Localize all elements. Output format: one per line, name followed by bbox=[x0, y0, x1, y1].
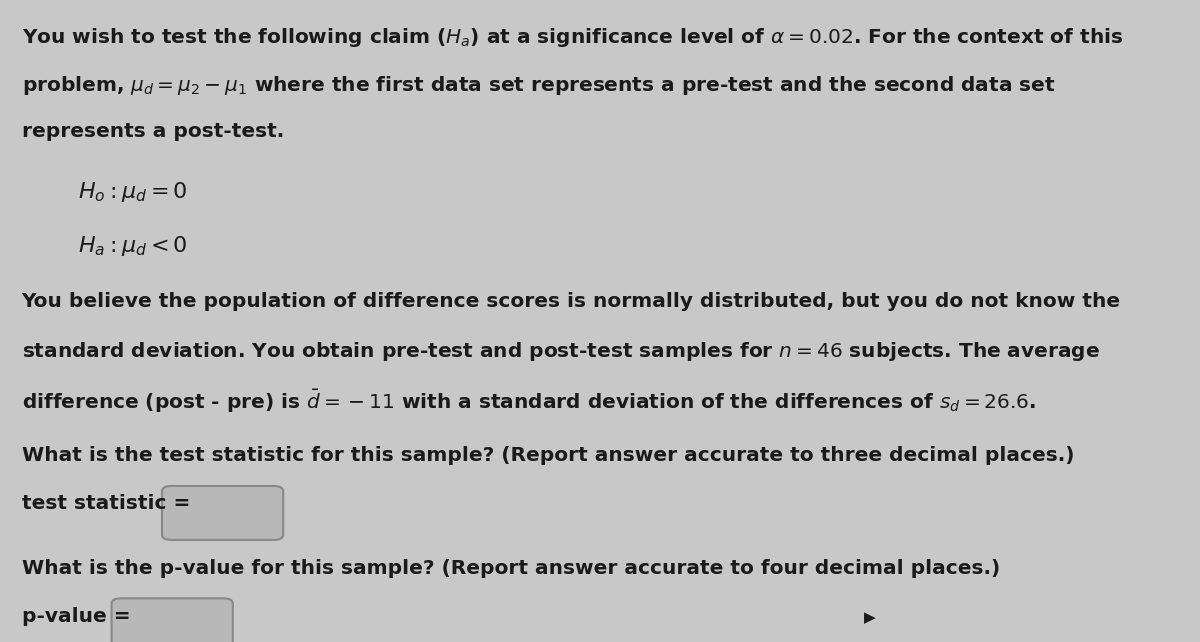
Text: represents a post-test.: represents a post-test. bbox=[22, 122, 284, 141]
Text: What is the test statistic for this sample? (Report answer accurate to three dec: What is the test statistic for this samp… bbox=[22, 446, 1074, 465]
Text: $H_a:\mu_d < 0$: $H_a:\mu_d < 0$ bbox=[78, 234, 187, 258]
Text: You believe the population of difference scores is normally distributed, but you: You believe the population of difference… bbox=[22, 292, 1121, 311]
FancyBboxPatch shape bbox=[162, 486, 283, 540]
Text: difference (post - pre) is $\bar{d} = -11$ with a standard deviation of the diff: difference (post - pre) is $\bar{d} = -1… bbox=[22, 388, 1036, 415]
Text: You wish to test the following claim ($H_a$) at a significance level of $\alpha : You wish to test the following claim ($H… bbox=[22, 26, 1123, 49]
Text: problem, $\mu_d = \mu_2 - \mu_1$ where the first data set represents a pre-test : problem, $\mu_d = \mu_2 - \mu_1$ where t… bbox=[22, 74, 1055, 97]
Text: test statistic =: test statistic = bbox=[22, 494, 190, 514]
Text: standard deviation. You obtain pre-test and post-test samples for $n = 46$ subje: standard deviation. You obtain pre-test … bbox=[22, 340, 1099, 363]
Text: What is the p-value for this sample? (Report answer accurate to four decimal pla: What is the p-value for this sample? (Re… bbox=[22, 559, 1000, 578]
FancyBboxPatch shape bbox=[112, 598, 233, 642]
Text: p-value =: p-value = bbox=[22, 607, 131, 626]
Text: ▶: ▶ bbox=[864, 610, 876, 625]
Text: $H_o:\mu_d = 0$: $H_o:\mu_d = 0$ bbox=[78, 180, 187, 204]
